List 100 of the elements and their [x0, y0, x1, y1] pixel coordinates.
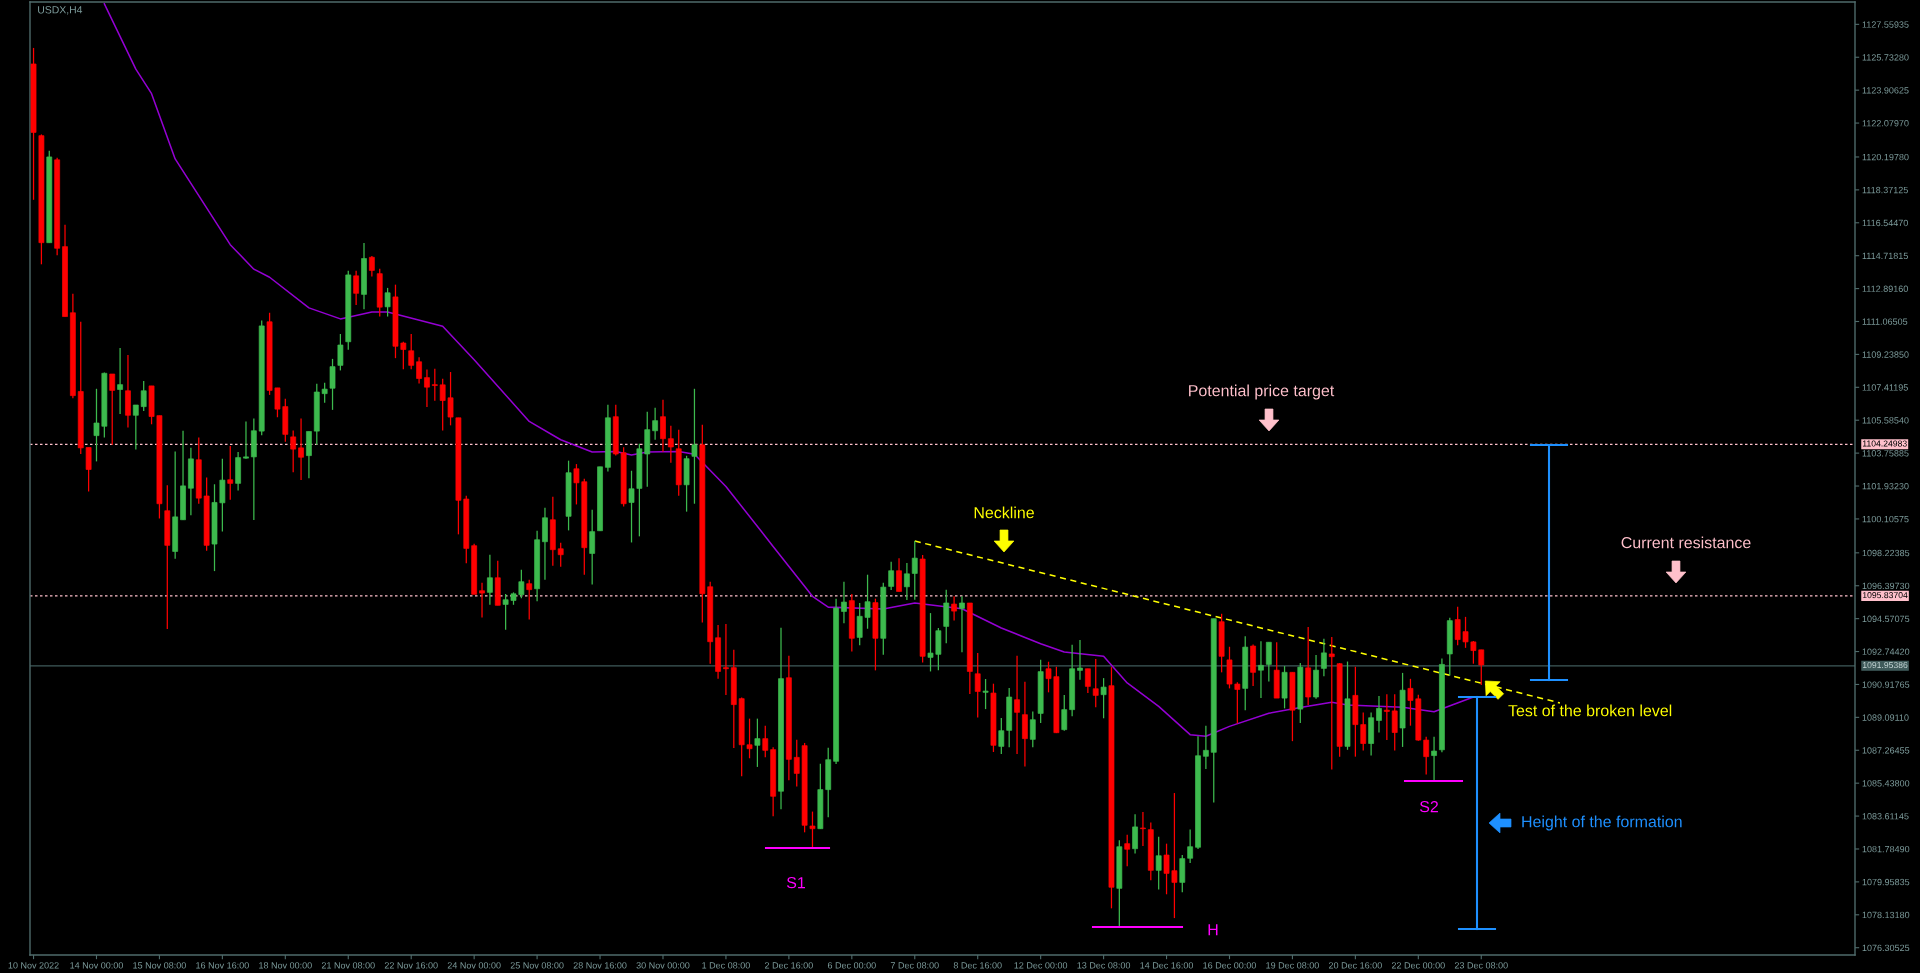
candlestick — [723, 623, 729, 696]
candlestick — [943, 589, 950, 644]
candlestick — [290, 429, 297, 473]
y-tick-label: 1101.93230 — [1862, 482, 1909, 490]
x-tick-label: 2 Dec 16:00 — [764, 962, 813, 969]
candlestick — [1258, 640, 1264, 699]
y-tick-label: 1116.54470 — [1862, 219, 1908, 227]
x-tick-label: 16 Nov 16:00 — [196, 962, 249, 969]
y-tick-label: 1114.71815 — [1862, 252, 1908, 260]
x-tick-label: 12 Dec 00:00 — [1014, 962, 1068, 969]
annotation: Potential price target — [1189, 384, 1335, 400]
candlestick — [1391, 693, 1398, 752]
y-tick-label: 1089.09110 — [1862, 714, 1909, 721]
candlestick — [974, 652, 981, 719]
x-tick-label: 1 Dec 08:00 — [702, 962, 750, 969]
x-tick-label: 22 Dec 00:00 — [1391, 962, 1445, 969]
x-tick-label: 6 Dec 00:00 — [827, 962, 876, 969]
candlestick — [1029, 710, 1036, 748]
candlestick — [1100, 677, 1107, 719]
candlestick — [982, 678, 989, 710]
y-tick-label: 1112.89160 — [1862, 285, 1908, 292]
y-tick-label: 1123.90625 — [1862, 87, 1909, 94]
ref-line-label: 1095.83704 — [1862, 592, 1908, 599]
candlestick — [557, 542, 564, 568]
y-tick-label: 1087.26455 — [1862, 747, 1910, 754]
x-tick-label: 13 Dec 08:00 — [1077, 962, 1131, 969]
y-tick-label: 1103.75885 — [1862, 450, 1909, 457]
candlestick — [487, 554, 493, 606]
x-tick-label: 28 Nov 16:00 — [573, 962, 627, 969]
candlestick — [1132, 813, 1138, 855]
candlestick — [243, 420, 249, 460]
candlestick — [667, 425, 674, 464]
candlestick — [1321, 638, 1327, 677]
y-tick-label: 1127.55935 — [1862, 21, 1909, 28]
candlestick — [1203, 725, 1209, 770]
candlestick — [589, 509, 596, 586]
y-tick-label: 1078.13180 — [1862, 911, 1910, 919]
x-tick-label: 10 Nov 2022 — [8, 962, 59, 969]
candlestick — [1014, 655, 1020, 755]
x-tick-label: 24 Nov 00:00 — [447, 962, 501, 969]
candlestick — [1187, 828, 1194, 864]
x-tick-label: 25 Nov 08:00 — [510, 962, 564, 969]
y-tick-label: 1107.41195 — [1862, 384, 1908, 391]
y-tick-label: 1083.61145 — [1862, 813, 1909, 820]
annotation: Height of the formation — [1522, 815, 1682, 831]
candlestick — [424, 368, 430, 408]
candlestick — [1423, 736, 1430, 776]
candlestick — [132, 404, 139, 451]
candlestick — [227, 445, 234, 501]
annotation: S2 — [1419, 800, 1438, 813]
y-tick-label: 1081.78490 — [1862, 845, 1910, 853]
candlestick — [526, 579, 533, 621]
candlestick — [1265, 641, 1272, 683]
candlestick — [337, 333, 344, 372]
candlestick — [369, 255, 375, 278]
candlestick — [1155, 836, 1162, 891]
candlestick — [1092, 658, 1099, 708]
candlestick — [384, 287, 391, 318]
x-tick-label: 22 Nov 16:00 — [384, 962, 438, 969]
candlestick — [1077, 639, 1083, 681]
candlestick — [1179, 854, 1186, 893]
candlestick — [1328, 636, 1335, 771]
candlestick — [117, 347, 123, 415]
x-tick-label: 15 Nov 08:00 — [133, 962, 186, 969]
y-tick-label: 1120.19780 — [1862, 153, 1909, 161]
candlestick — [998, 717, 1005, 755]
chart-title: USDX,H4 — [38, 6, 83, 15]
annotation: Test of the broken level — [1508, 704, 1672, 717]
candlestick — [479, 582, 485, 619]
candlestick — [1376, 695, 1382, 734]
candlestick — [416, 356, 422, 385]
ref-line-label: 1104.24983 — [1862, 440, 1907, 447]
candlestick — [353, 270, 359, 306]
candlestick — [904, 562, 910, 601]
y-tick-label: 1105.58540 — [1862, 417, 1909, 424]
candlestick — [660, 399, 666, 453]
candlestick — [691, 388, 698, 505]
x-tick-label: 23 Dec 08:00 — [1454, 962, 1508, 969]
y-tick-label: 1096.39730 — [1862, 582, 1910, 590]
y-tick-label: 1111.06505 — [1862, 318, 1908, 325]
candlestick — [408, 333, 415, 370]
y-tick-label: 1125.73280 — [1862, 54, 1909, 61]
candlestick — [1431, 736, 1437, 782]
candlestick — [841, 581, 847, 624]
candlestick — [951, 595, 957, 622]
x-tick-label: 19 Dec 08:00 — [1266, 962, 1319, 969]
y-tick-label: 1076.30525 — [1862, 944, 1910, 952]
candlestick — [888, 561, 895, 591]
candlestick — [109, 373, 116, 446]
x-tick-label: 21 Nov 08:00 — [321, 962, 375, 969]
y-tick-label: 1085.43800 — [1862, 780, 1910, 787]
y-tick-label: 1098.22385 — [1862, 549, 1910, 557]
line-series — [103, 3, 1475, 738]
candlestick — [431, 368, 438, 402]
y-tick-label: 1109.23850 — [1862, 351, 1909, 358]
annotation: S1 — [786, 876, 805, 889]
y-tick-label: 1094.57075 — [1862, 615, 1910, 622]
candlestick — [1022, 681, 1028, 768]
x-tick-label: 20 Dec 16:00 — [1328, 962, 1382, 969]
candlestick — [911, 540, 918, 601]
